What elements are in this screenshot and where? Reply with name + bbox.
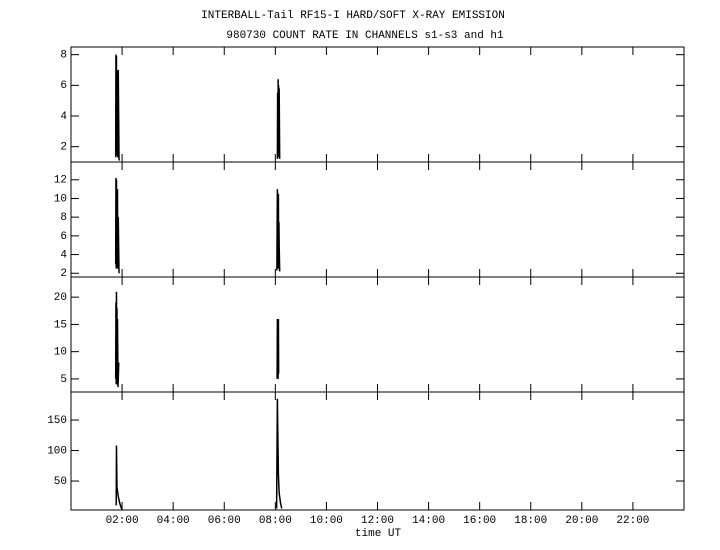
y-tick-label: 5 <box>60 374 67 386</box>
y-tick-label: 100 <box>47 445 67 457</box>
x-tick-label: 08:00 <box>259 515 292 527</box>
y-tick-label: 6 <box>60 80 67 92</box>
plot-frame <box>70 391 685 511</box>
y-tick-label: 6 <box>60 231 67 243</box>
data-line <box>114 177 281 274</box>
data-line <box>114 54 281 161</box>
x-tick-label: 02:00 <box>106 515 139 527</box>
plot-frame <box>70 46 685 163</box>
y-tick-label: 10 <box>54 347 67 359</box>
x-tick-label: 10:00 <box>310 515 343 527</box>
chart-title: INTERBALL-Tail RF15-I HARD/SOFT X-RAY EM… <box>201 10 505 22</box>
x-tick-label: 20:00 <box>565 515 598 527</box>
y-tick-label: 20 <box>54 292 67 304</box>
y-tick-label: 50 <box>54 476 67 488</box>
y-tick-label: 10 <box>54 193 67 205</box>
y-tick-label: 12 <box>54 175 67 187</box>
x-tick-label: 14:00 <box>412 515 445 527</box>
x-tick-label: 18:00 <box>514 515 547 527</box>
y-tick-label: 4 <box>60 249 67 261</box>
y-tick-label: 8 <box>60 212 67 224</box>
y-tick-label: 8 <box>60 50 67 62</box>
x-tick-label: 12:00 <box>361 515 394 527</box>
x-tick-label: 04:00 <box>157 515 190 527</box>
x-tick-label: 06:00 <box>208 515 241 527</box>
x-axis-label: time UT <box>355 528 402 540</box>
y-tick-label: 150 <box>47 415 67 427</box>
x-tick-label: 16:00 <box>463 515 496 527</box>
x-tick-label: 22:00 <box>616 515 649 527</box>
data-line <box>114 291 280 388</box>
data-line <box>115 398 283 510</box>
y-tick-label: 4 <box>60 111 67 123</box>
chart-subtitle: 980730 COUNT RATE IN CHANNELS s1-s3 and … <box>226 30 504 42</box>
y-tick-label: 2 <box>60 268 67 280</box>
plot-frame <box>70 161 685 278</box>
y-tick-label: 15 <box>54 319 67 331</box>
plot-frame <box>70 276 685 393</box>
y-tick-label: 2 <box>60 142 67 154</box>
